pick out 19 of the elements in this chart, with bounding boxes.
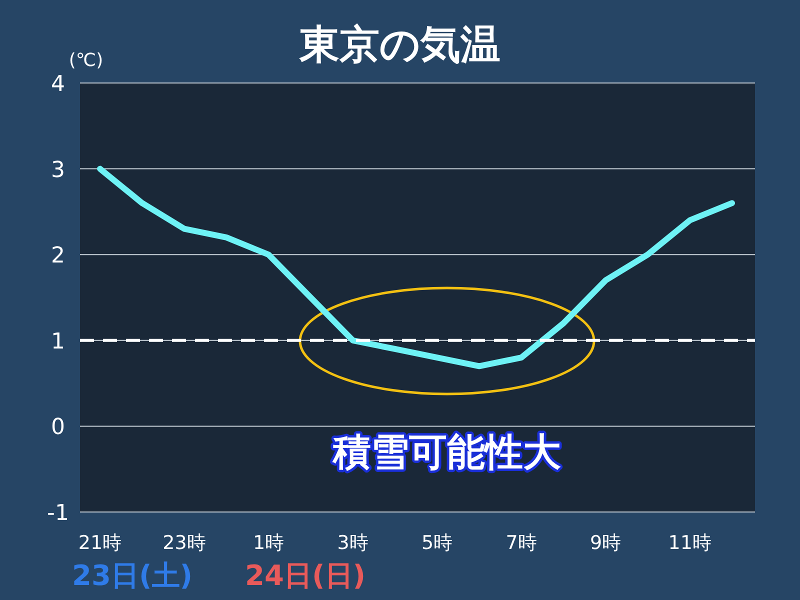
x-tick-label: 23時	[162, 532, 206, 554]
text: 23日(土)	[72, 559, 193, 592]
x-tick-label: 1時	[252, 532, 284, 554]
y-tick-label: -1	[47, 501, 69, 526]
x-tick-label: 11時	[668, 532, 712, 554]
y-tick-label: 3	[51, 158, 65, 183]
x-tick-label: 5時	[422, 532, 453, 554]
x-tick-label: 3時	[337, 532, 368, 554]
text: 24日(日)	[245, 559, 366, 592]
x-tick-label: 7時	[506, 532, 537, 554]
y-tick-label: 2	[51, 244, 65, 269]
y-tick-label: 4	[51, 72, 65, 97]
chart-title: 東京の気温	[298, 22, 500, 68]
y-tick-label: 0	[51, 415, 65, 440]
annotation: 積雪可能性大	[332, 430, 561, 474]
x-tick-label: 21時	[78, 532, 122, 554]
y-tick-label: 1	[51, 329, 65, 354]
y-axis-title: (℃)	[68, 50, 104, 71]
x-tick-label: 9時	[590, 532, 622, 554]
